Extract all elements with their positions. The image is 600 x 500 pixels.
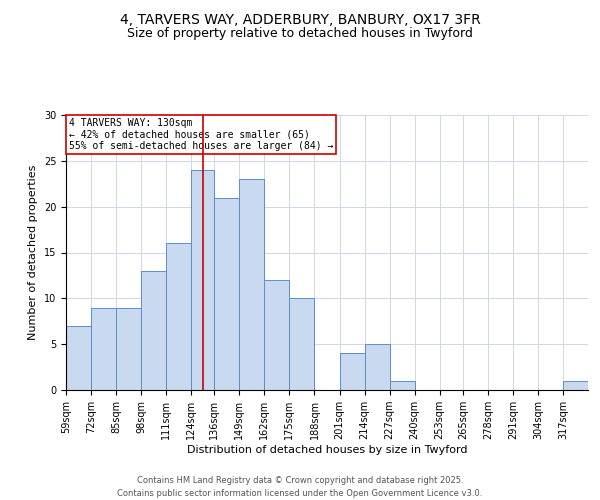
Bar	[166, 244, 191, 390]
Bar	[66, 326, 91, 390]
Bar	[239, 179, 265, 390]
Bar	[365, 344, 389, 390]
Bar	[116, 308, 141, 390]
Bar	[340, 354, 365, 390]
Bar	[214, 198, 239, 390]
Text: Size of property relative to detached houses in Twyford: Size of property relative to detached ho…	[127, 28, 473, 40]
Bar	[289, 298, 314, 390]
Bar	[265, 280, 289, 390]
X-axis label: Distribution of detached houses by size in Twyford: Distribution of detached houses by size …	[187, 445, 467, 455]
Bar	[191, 170, 214, 390]
Text: 4, TARVERS WAY, ADDERBURY, BANBURY, OX17 3FR: 4, TARVERS WAY, ADDERBURY, BANBURY, OX17…	[119, 12, 481, 26]
Y-axis label: Number of detached properties: Number of detached properties	[28, 165, 38, 340]
Bar	[141, 271, 166, 390]
Text: 4 TARVERS WAY: 130sqm
← 42% of detached houses are smaller (65)
55% of semi-deta: 4 TARVERS WAY: 130sqm ← 42% of detached …	[68, 118, 333, 151]
Bar	[91, 308, 116, 390]
Bar	[389, 381, 415, 390]
Text: Contains HM Land Registry data © Crown copyright and database right 2025.
Contai: Contains HM Land Registry data © Crown c…	[118, 476, 482, 498]
Bar	[563, 381, 588, 390]
